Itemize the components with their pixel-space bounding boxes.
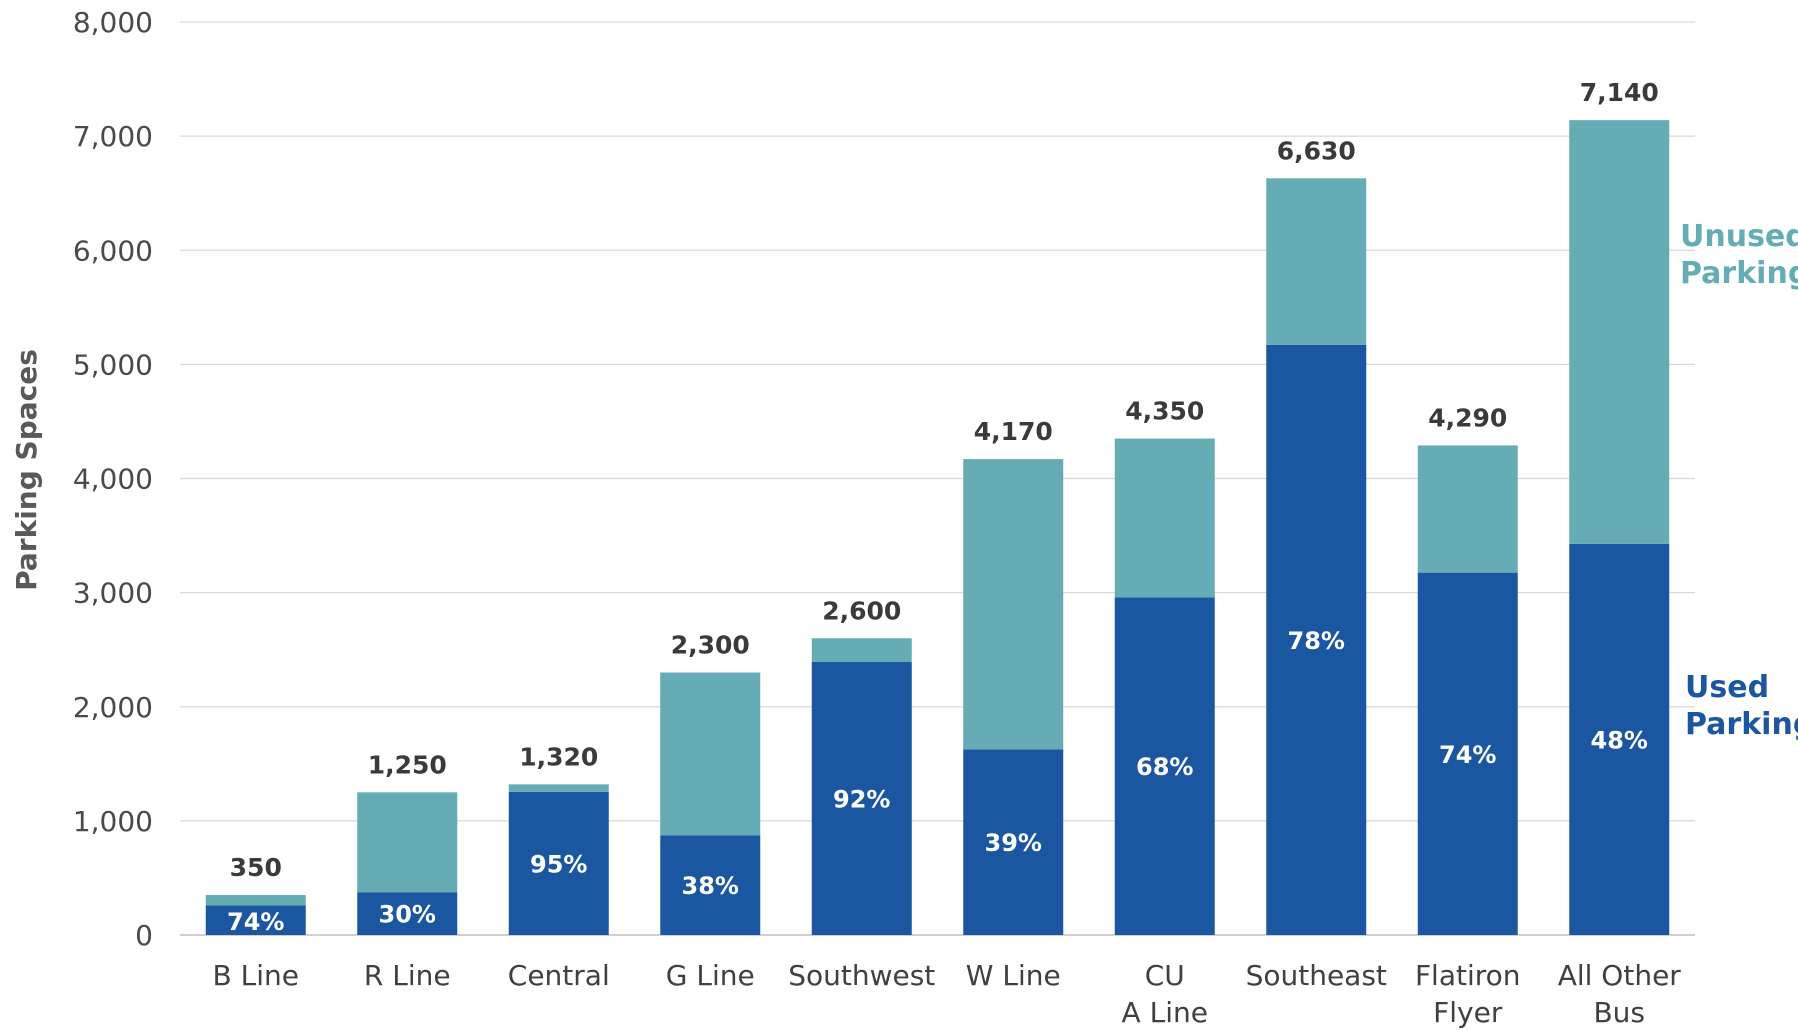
x-category-label: Flyer bbox=[1433, 996, 1503, 1029]
x-category-label: Flatiron bbox=[1415, 959, 1521, 992]
total-value-label: 350 bbox=[230, 853, 282, 882]
y-tick-label: 4,000 bbox=[73, 463, 153, 496]
total-value-label: 1,320 bbox=[519, 742, 598, 771]
bar-used-parking bbox=[660, 835, 761, 935]
bar-unused-parking bbox=[963, 459, 1064, 750]
used-percent-label: 48% bbox=[1591, 726, 1648, 754]
y-tick-label: 6,000 bbox=[73, 234, 153, 267]
x-axis-categories: B Line R Line Central G Line Southwest W Line… bbox=[213, 959, 1682, 1029]
bar-unused-parking bbox=[357, 792, 458, 893]
legend-unused-parking: Unused bbox=[1680, 219, 1798, 254]
bar-used-parking bbox=[357, 892, 458, 935]
legend: UnusedParkingUsedParking bbox=[1680, 219, 1798, 742]
x-category-label: Central bbox=[508, 959, 610, 992]
y-axis-ticks: 0 1,000 2,000 3,000 4,000 5,000 6,000 7,000 8,00… bbox=[73, 6, 153, 952]
used-percent-label: 39% bbox=[985, 829, 1042, 857]
x-category-label: Southeast bbox=[1246, 959, 1387, 992]
y-tick-label: 7,000 bbox=[73, 120, 153, 153]
x-category-label: W Line bbox=[966, 959, 1061, 992]
y-tick-label: 5,000 bbox=[73, 348, 153, 381]
legend-used-parking: Used bbox=[1685, 670, 1769, 705]
bar-used-parking bbox=[508, 791, 609, 935]
bar-unused-parking bbox=[1569, 120, 1670, 544]
x-category-label: B Line bbox=[213, 959, 299, 992]
used-percent-label: 78% bbox=[1288, 627, 1345, 655]
x-category-label: G Line bbox=[666, 959, 755, 992]
total-value-label: 4,350 bbox=[1125, 397, 1204, 426]
bar-used-parking bbox=[1114, 597, 1215, 935]
x-category-label: Bus bbox=[1593, 996, 1645, 1029]
used-percent-label: 92% bbox=[833, 786, 890, 814]
bar-unused-parking bbox=[1266, 178, 1367, 345]
y-tick-label: 0 bbox=[135, 919, 153, 952]
bar-unused-parking bbox=[811, 638, 912, 663]
bars bbox=[205, 120, 1670, 935]
y-axis-title: Parking Spaces bbox=[10, 349, 43, 591]
bar-unused-parking bbox=[660, 672, 761, 836]
total-labels: 350 1,250 1,320 2,300 2,600 4,170 4,350 6,630 4,… bbox=[230, 78, 1659, 882]
used-percent-label: 74% bbox=[227, 908, 284, 936]
bar-unused-parking bbox=[508, 784, 609, 792]
bar-used-parking bbox=[1417, 572, 1518, 935]
bar-used-parking bbox=[205, 905, 306, 935]
used-percent-label: 68% bbox=[1136, 753, 1193, 781]
used-percent-label: 95% bbox=[530, 850, 587, 878]
x-category-label: A Line bbox=[1122, 996, 1208, 1029]
bar-used-parking bbox=[811, 662, 912, 935]
bar-unused-parking bbox=[1417, 445, 1518, 573]
total-value-label: 4,170 bbox=[974, 417, 1053, 446]
y-tick-label: 3,000 bbox=[73, 577, 153, 610]
x-category-label: R Line bbox=[364, 959, 451, 992]
bar-unused-parking bbox=[205, 895, 306, 906]
legend-used-parking: Parking bbox=[1685, 707, 1798, 742]
y-tick-label: 2,000 bbox=[73, 691, 153, 724]
total-value-label: 2,600 bbox=[822, 596, 901, 625]
total-value-label: 6,630 bbox=[1277, 136, 1356, 165]
percent-labels: 74% 30% 95% 38% 92% 39% 68% 78% 74% 48% bbox=[227, 627, 1648, 936]
total-value-label: 2,300 bbox=[671, 631, 750, 660]
bar-used-parking bbox=[1266, 344, 1367, 935]
y-tick-label: 8,000 bbox=[73, 6, 153, 39]
used-percent-label: 30% bbox=[379, 901, 436, 929]
total-value-label: 1,250 bbox=[368, 750, 447, 779]
x-category-label: Southwest bbox=[788, 959, 935, 992]
total-value-label: 4,290 bbox=[1428, 403, 1507, 432]
y-tick-label: 1,000 bbox=[73, 805, 153, 838]
legend-unused-parking: Parking bbox=[1680, 256, 1798, 291]
bar-unused-parking bbox=[1114, 438, 1215, 598]
used-percent-label: 38% bbox=[682, 872, 739, 900]
x-category-label: CU bbox=[1145, 959, 1185, 992]
used-percent-label: 74% bbox=[1439, 741, 1496, 769]
total-value-label: 7,140 bbox=[1580, 78, 1659, 107]
x-category-label: All Other bbox=[1558, 959, 1682, 992]
bar-used-parking bbox=[963, 749, 1064, 935]
bar-used-parking bbox=[1569, 543, 1670, 935]
